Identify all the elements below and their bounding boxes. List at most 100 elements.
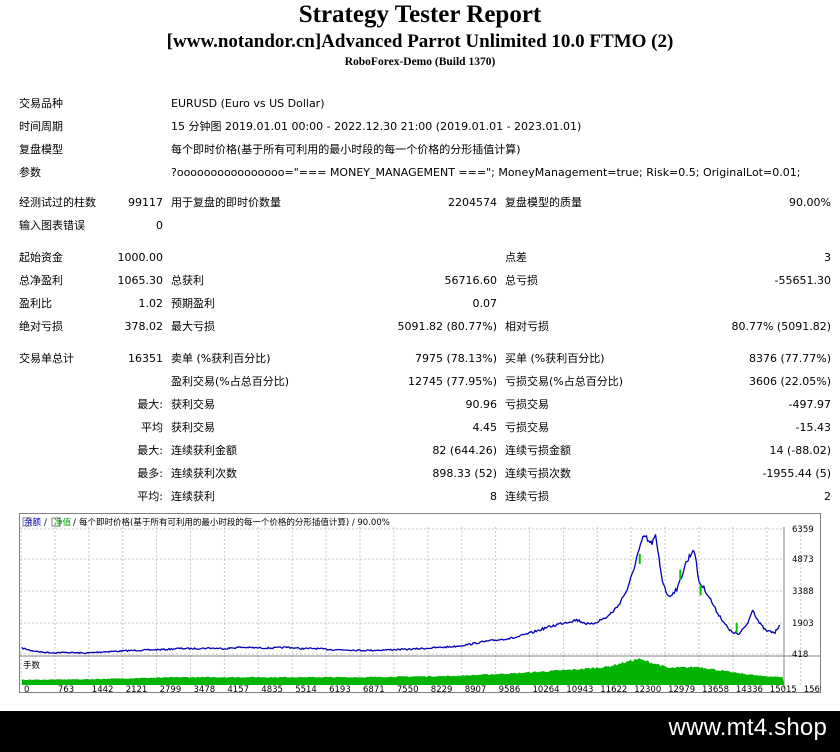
x-tick-label: 15015: [770, 685, 797, 693]
abs-dd-value: 378.02: [124, 320, 164, 333]
pf-value: 1.02: [138, 297, 164, 310]
x-tick-label: 5514: [295, 685, 317, 693]
x-tick-label: 6193: [329, 685, 351, 693]
y-tick-label: 418: [792, 650, 808, 660]
spread-label: 点差: [505, 251, 527, 264]
balance-line: [21, 534, 781, 655]
most-prefix: 最多:: [137, 467, 163, 480]
model-label: 复盘模型: [19, 143, 63, 156]
x-tick-label: 763: [58, 685, 74, 693]
abs-dd-label: 绝对亏损: [19, 320, 63, 333]
pf-label: 盈利比: [19, 297, 52, 310]
balance-legend: 余额: [24, 517, 42, 528]
expected-value: 0.07: [472, 297, 498, 310]
x-tick-label: 4835: [261, 685, 283, 693]
row-largest: 最大: 获利交易 90.96 亏损交易 -497.97: [0, 396, 840, 414]
deposit-label: 起始资金: [19, 251, 63, 264]
max-cons-loss-value: 14 (-88.02): [769, 444, 831, 457]
bars-label: 经测试过的柱数: [19, 196, 96, 209]
gross-loss-label: 总亏损: [505, 274, 538, 287]
loss-value: 3606 (22.05%): [748, 375, 831, 388]
most-cons-loss-value: -1955.44 (5): [762, 467, 831, 480]
max-prefix: 最大:: [137, 444, 163, 457]
x-tick-label: 7550: [397, 685, 419, 693]
row-drawdown: 绝对亏损 378.02 最大亏损 5091.82 (80.77%) 相对亏损 8…: [0, 318, 840, 336]
x-tick-label: 10264: [533, 685, 560, 693]
win-label: 盈利交易(%占总百分比): [171, 375, 290, 388]
largest-win-value: 90.96: [465, 398, 498, 411]
most-cons-loss-label: 连续亏损次数: [505, 467, 571, 480]
ticks-label: 用于复盘的即时价数量: [171, 196, 281, 209]
row-average: 平均 获利交易 4.45 亏损交易 -15.43: [0, 419, 840, 437]
legend-separator-2: /: [73, 518, 76, 528]
row-period: 时间周期 15 分钟图 2019.01.01 00:00 - 2022.12.3…: [0, 118, 840, 136]
short-label: 卖单 (%获利百分比): [171, 352, 271, 365]
y-tick-label: 1903: [792, 619, 814, 629]
x-tick-label: 11622: [600, 685, 627, 693]
model-value: 每个即时价格(基于所有可利用的最小时段的每一个价格的分形插值计算): [171, 143, 521, 156]
most-cons-win-label: 连续获利次数: [171, 467, 237, 480]
row-max-consecutive: 最大: 连续获利金额 82 (644.26) 连续亏损金额 14 (-88.02…: [0, 442, 840, 460]
x-tick-label: 12979: [668, 685, 695, 693]
footer-site-link[interactable]: www.mt4.shop: [668, 714, 827, 741]
avg-cons-win-value: 8: [490, 490, 497, 503]
chart-legend: 余额 / 净值 / 每个即时价格(基于所有可利用的最小时段的每一个价格的分形插值…: [22, 517, 390, 528]
x-tick-label: 1442: [92, 685, 114, 693]
average-loss-label: 亏损交易: [505, 421, 549, 434]
row-deposit: 起始资金 1000.00 点差 3: [0, 249, 840, 267]
row-params: 参数 ?oooooooooooooooo="=== MONEY_MANAGEME…: [0, 164, 840, 182]
average-win-label: 获利交易: [171, 421, 215, 434]
symbol-value: EURUSD (Euro vs US Dollar): [171, 97, 325, 110]
row-symbol: 交易品种 EURUSD (Euro vs US Dollar): [0, 95, 840, 113]
gross-profit-value: 56716.60: [444, 274, 498, 287]
params-value: ?oooooooooooooooo="=== MONEY_MANAGEMENT …: [171, 166, 801, 179]
x-tick-label: 13658: [702, 685, 729, 693]
row-net: 总净盈利 1065.30 总获利 56716.60 总亏损 -55651.30: [0, 272, 840, 290]
average-win-value: 4.45: [472, 421, 498, 434]
long-value: 8376 (77.77%): [748, 352, 831, 365]
long-label: 买单 (%获利百分比): [505, 352, 605, 365]
balance-chart: 6359 4873 3388 1903 418 0 763 1442 2121 2799 3478…: [19, 513, 821, 693]
errors-value: 0: [156, 219, 163, 232]
max-dd-value: 5091.82 (80.77%): [397, 320, 497, 333]
avg-cons-win-label: 连续获利: [171, 490, 215, 503]
average-prefix: 平均: [141, 421, 163, 434]
equity-marks: [638, 553, 738, 633]
legend-model-text: 每个即时价格(基于所有可利用的最小时段的每一个价格的分形插值计算) / 90.0…: [79, 517, 390, 528]
largest-win-label: 获利交易: [171, 398, 215, 411]
row-win-loss: 盈利交易(%占总百分比) 12745 (77.95%) 亏损交易(%占总百分比)…: [0, 373, 840, 391]
rel-dd-value: 80.77% (5091.82): [731, 320, 831, 333]
x-tick-label: 4157: [227, 685, 249, 693]
row-most-consecutive: 最多: 连续获利次数 898.33 (52) 连续亏损次数 -1955.44 (…: [0, 465, 840, 483]
x-tick-label: 14336: [736, 685, 763, 693]
max-cons-win-value: 82 (644.26): [432, 444, 497, 457]
expected-label: 预期盈利: [171, 297, 215, 310]
chart-frame: [19, 513, 821, 693]
server-name: RoboForex-Demo (Build 1370): [344, 56, 496, 68]
errors-label: 输入图表错误: [19, 219, 85, 232]
deposit-value: 1000.00: [117, 251, 164, 264]
total-trades-label: 交易单总计: [19, 352, 74, 365]
x-tick-label: 2799: [160, 685, 182, 693]
equity-legend-swatch: [51, 517, 61, 527]
x-tick-label: 2121: [126, 685, 148, 693]
avg-cons-loss-value: 2: [824, 490, 831, 503]
largest-loss-label: 亏损交易: [505, 398, 549, 411]
chart-grid: [20, 527, 802, 689]
period-label: 时间周期: [19, 120, 63, 133]
win-value: 12745 (77.95%): [407, 375, 497, 388]
report-title: Strategy Tester Report: [298, 1, 542, 28]
legend-separator: /: [44, 518, 47, 528]
bars-value: 99117: [128, 196, 163, 209]
short-value: 7975 (78.13%): [414, 352, 497, 365]
row-avg-consecutive: 平均: 连续获利 8 连续亏损 2: [0, 488, 840, 506]
ea-name: [www.notandor.cn]Advanced Parrot Unlimit…: [166, 31, 674, 52]
ticks-value: 2204574: [448, 196, 497, 209]
max-cons-loss-label: 连续亏损金额: [505, 444, 571, 457]
volume-area: [22, 658, 784, 685]
row-model: 复盘模型 每个即时价格(基于所有可利用的最小时段的每一个价格的分形插值计算): [0, 141, 840, 159]
equity-legend: 净值: [54, 517, 72, 528]
symbol-label: 交易品种: [19, 97, 63, 110]
row-total-trades: 交易单总计 16351 卖单 (%获利百分比) 7975 (78.13%) 买单…: [0, 350, 840, 368]
y-tick-label: 6359: [792, 525, 814, 535]
